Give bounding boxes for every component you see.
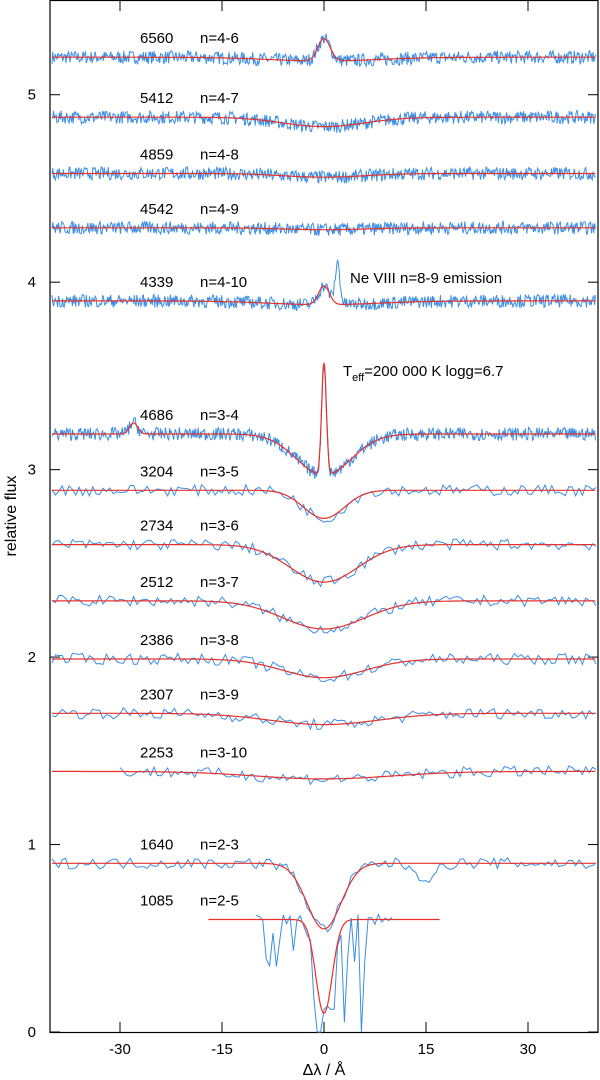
observed-line-1085 [255, 913, 393, 1033]
observed-line-5412 [51, 109, 596, 134]
y-tick-label: 0 [28, 1024, 36, 1041]
line-wavelength-label: 2386 [140, 632, 173, 649]
line-wavelength-label: 3204 [140, 463, 173, 480]
x-tick-label: 0 [320, 1041, 328, 1058]
y-tick-label: 1 [28, 837, 36, 854]
y-axis-title: relative flux [3, 476, 20, 557]
model-line-2386 [52, 658, 596, 679]
observed-line-2307 [51, 707, 597, 731]
model-spectra [52, 37, 596, 1014]
y-tick-label: 5 [28, 87, 36, 104]
model-line-4859 [52, 172, 596, 178]
observed-line-2734 [51, 538, 597, 588]
line-transition-label: n=3-9 [200, 686, 239, 703]
line-transition-label: n=4-9 [200, 201, 239, 218]
x-tick-label: 15 [418, 1041, 435, 1058]
model-line-3204 [52, 489, 596, 519]
model-line-2512 [52, 600, 596, 630]
line-wavelength-label: 2512 [140, 574, 173, 591]
axis-ticks: -30 -15 0 15 30 0 1 2 3 4 5 [28, 1, 598, 1058]
y-tick-label: 3 [28, 462, 36, 479]
line-transition-label: n=3-4 [200, 407, 239, 424]
model-line-1085 [208, 918, 440, 1014]
line-transition-label: n=3-5 [200, 463, 239, 480]
y-tick-label: 2 [28, 649, 36, 666]
line-transition-label: n=4-6 [200, 30, 239, 47]
line-wavelength-label: 4859 [140, 146, 173, 163]
line-transition-label: n=2-3 [200, 836, 239, 853]
teff-annotation: Teff=200 000 K logg=6.7 [343, 363, 504, 384]
observed-line-4686 [51, 367, 596, 479]
observed-line-1640 [51, 856, 597, 933]
line-wavelength-label: 2307 [140, 686, 173, 703]
line-wavelength-label: 4686 [140, 407, 173, 424]
model-line-2307 [52, 712, 596, 726]
model-line-6560 [52, 37, 596, 62]
model-line-4339 [52, 285, 596, 305]
observed-line-4339 [51, 259, 596, 312]
line-transition-label: n=4-7 [200, 90, 239, 107]
line-wavelength-label: 6560 [140, 30, 173, 47]
model-line-2734 [52, 544, 596, 583]
model-line-1640 [52, 862, 596, 930]
line-transition-label: n=3-10 [200, 744, 247, 761]
line-transition-label: n=3-7 [200, 574, 239, 591]
model-line-5412 [52, 116, 596, 128]
observed-line-4859 [51, 165, 596, 185]
observed-line-2253 [119, 764, 597, 786]
x-axis-title: Δλ / Å [303, 1060, 346, 1079]
line-transition-label: n=3-8 [200, 632, 239, 649]
observed-spectra [51, 33, 597, 1033]
line-transition-label: n=3-6 [200, 518, 239, 535]
observed-line-2386 [51, 652, 597, 683]
model-line-2253 [52, 770, 596, 780]
line-wavelength-label: 4542 [140, 201, 173, 218]
observed-line-3204 [51, 483, 597, 523]
model-line-4686 [52, 362, 596, 474]
model-line-4542 [52, 227, 596, 231]
line-transition-label: n=4-10 [200, 274, 247, 291]
x-tick-label: 30 [520, 1041, 537, 1058]
y-tick-label: 4 [28, 274, 36, 291]
line-wavelength-label: 1085 [140, 893, 173, 910]
observed-line-2512 [51, 594, 597, 634]
line-wavelength-label: 5412 [140, 90, 173, 107]
x-tick-label: -30 [109, 1041, 131, 1058]
line-labels: 6560 n=4-6 5412 n=4-7 4859 n=4-8 4542 n=4-9 4339… [140, 30, 247, 909]
line-wavelength-label: 1640 [140, 836, 173, 853]
line-wavelength-label: 2734 [140, 518, 173, 535]
x-tick-label: -15 [211, 1041, 233, 1058]
line-wavelength-label: 2253 [140, 744, 173, 761]
line-wavelength-label: 4339 [140, 274, 173, 291]
ne-viii-annotation: Ne VIII n=8-9 emission [350, 270, 502, 287]
plot-frame [49, 0, 599, 1034]
line-transition-label: n=4-8 [200, 146, 239, 163]
observed-line-4542 [51, 219, 596, 236]
line-transition-label: n=2-5 [200, 893, 239, 910]
